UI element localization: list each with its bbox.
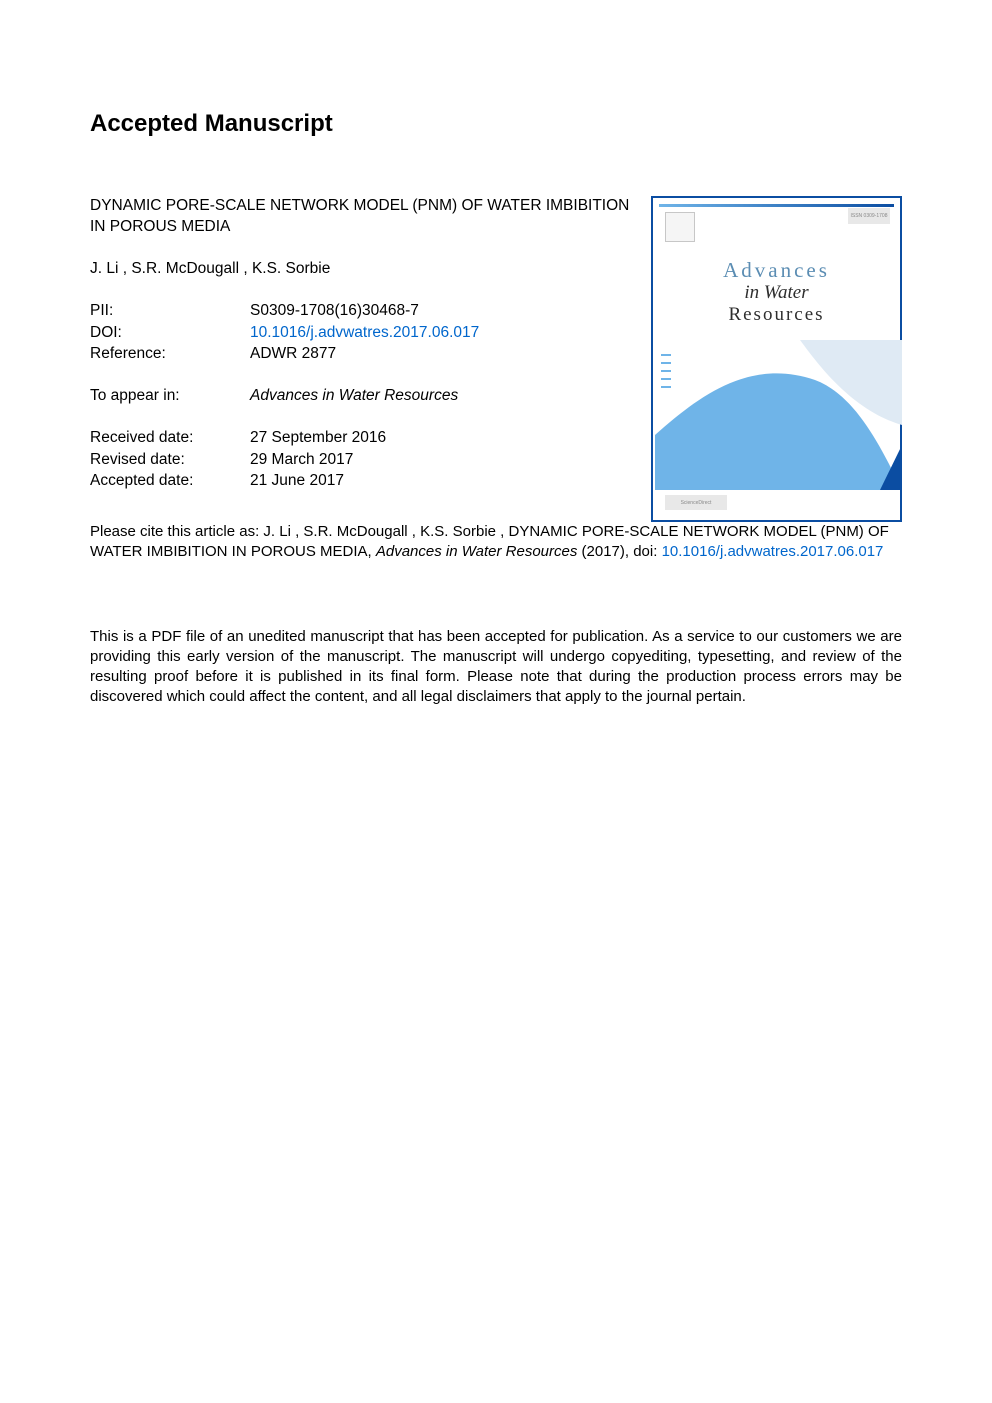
accepted-label: Accepted date:	[90, 470, 250, 492]
cover-title-line3: Resources	[655, 304, 898, 326]
content-row: DYNAMIC PORE-SCALE NETWORK MODEL (PNM) O…	[90, 196, 902, 522]
cover-title-line1: Advances	[655, 258, 898, 282]
to-appear-label: To appear in:	[90, 387, 250, 405]
disclaimer-paragraph: This is a PDF file of an unedited manusc…	[90, 627, 902, 708]
dates-block: Received date: 27 September 2016 Revised…	[90, 427, 633, 492]
accepted-row: Accepted date: 21 June 2017	[90, 470, 633, 492]
citation-journal: Advances in Water Resources	[376, 543, 577, 560]
revised-value: 29 March 2017	[250, 449, 353, 471]
page: Accepted Manuscript DYNAMIC PORE-SCALE N…	[0, 0, 992, 798]
reference-label: Reference:	[90, 343, 250, 365]
article-title: DYNAMIC PORE-SCALE NETWORK MODEL (PNM) O…	[90, 196, 633, 238]
cover-top-stripe	[659, 204, 894, 207]
citation-year: (2017), doi:	[577, 543, 661, 560]
reference-value: ADWR 2877	[250, 343, 336, 365]
doi-label: DOI:	[90, 322, 250, 344]
identifiers-block: PII: S0309-1708(16)30468-7 DOI: 10.1016/…	[90, 300, 633, 365]
to-appear-row: To appear in: Advances in Water Resource…	[90, 387, 633, 405]
revised-label: Revised date:	[90, 449, 250, 471]
doi-row: DOI: 10.1016/j.advwatres.2017.06.017	[90, 322, 633, 344]
journal-cover-thumbnail: ISSN 0309-1708 Advances in Water Resourc…	[651, 196, 902, 522]
to-appear-value: Advances in Water Resources	[250, 387, 458, 405]
pii-value: S0309-1708(16)30468-7	[250, 300, 419, 322]
authors: J. Li , S.R. McDougall , K.S. Sorbie	[90, 260, 633, 278]
cover-journal-title: Advances in Water Resources	[655, 258, 898, 326]
cover-inner: ISSN 0309-1708 Advances in Water Resourc…	[655, 200, 898, 518]
accepted-value: 21 June 2017	[250, 470, 344, 492]
left-column: DYNAMIC PORE-SCALE NETWORK MODEL (PNM) O…	[90, 196, 651, 518]
accepted-manuscript-heading: Accepted Manuscript	[90, 110, 902, 138]
cover-sciencedirect-box: ScienceDirect	[665, 495, 727, 510]
received-label: Received date:	[90, 427, 250, 449]
pii-label: PII:	[90, 300, 250, 322]
pii-row: PII: S0309-1708(16)30468-7	[90, 300, 633, 322]
elsevier-logo-icon	[665, 212, 695, 242]
received-row: Received date: 27 September 2016	[90, 427, 633, 449]
citation-block: Please cite this article as: J. Li , S.R…	[90, 522, 902, 563]
citation-doi-link[interactable]: 10.1016/j.advwatres.2017.06.017	[662, 543, 884, 560]
cover-title-line2: in Water	[655, 282, 898, 304]
received-value: 27 September 2016	[250, 427, 386, 449]
doi-link[interactable]: 10.1016/j.advwatres.2017.06.017	[250, 322, 479, 344]
revised-row: Revised date: 29 March 2017	[90, 449, 633, 471]
cover-issn-box: ISSN 0309-1708	[848, 208, 890, 224]
cover-wave-graphic-icon	[655, 340, 902, 490]
reference-row: Reference: ADWR 2877	[90, 343, 633, 365]
